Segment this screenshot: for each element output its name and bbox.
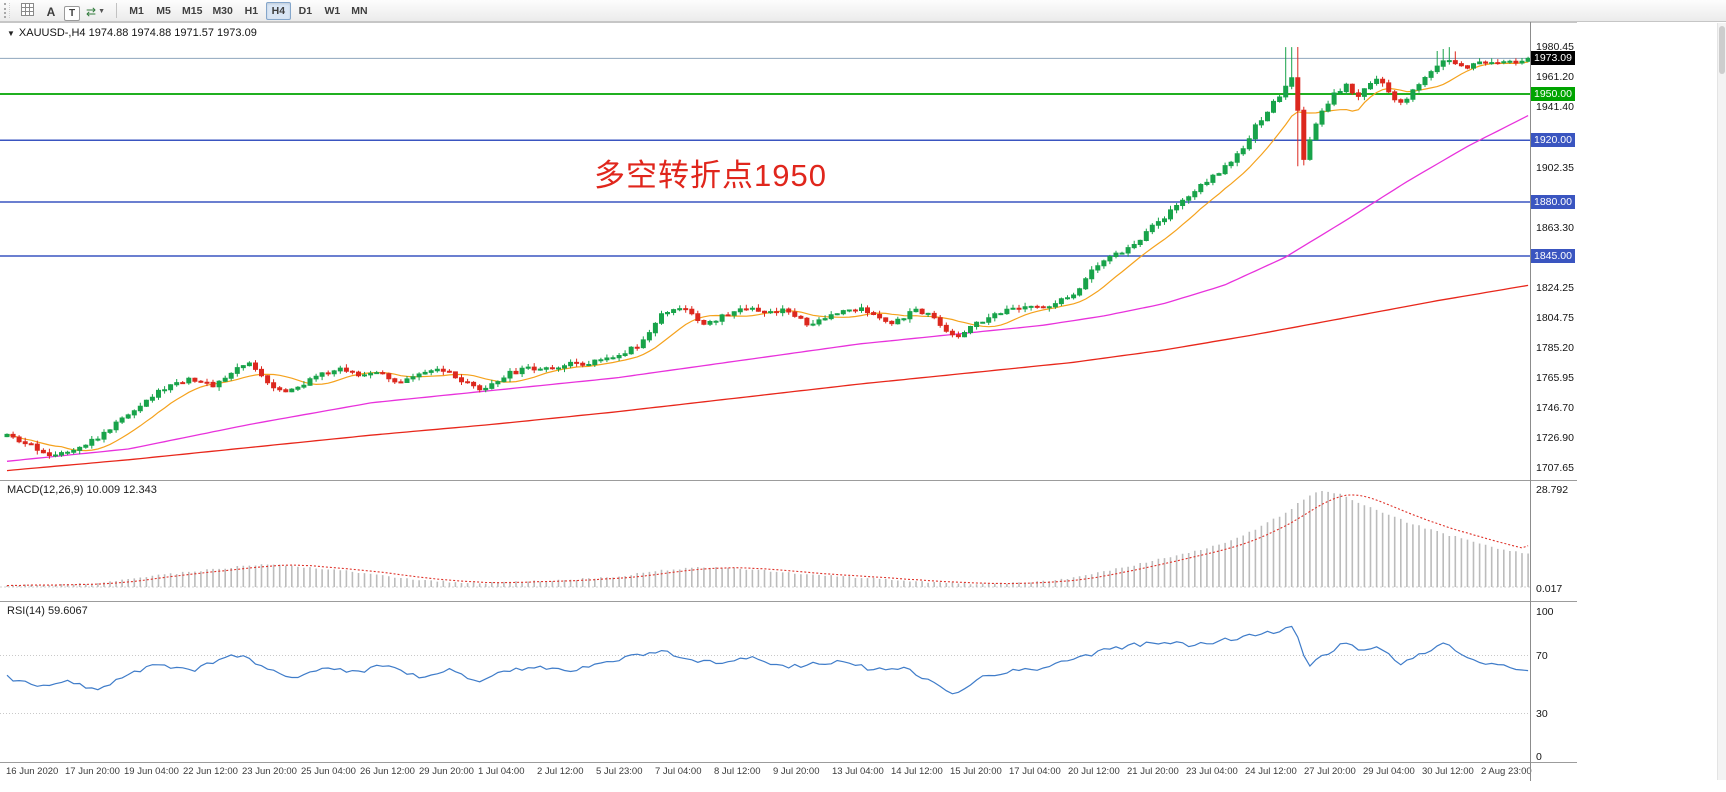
time-axis-label: 7 Jul 04:00 bbox=[655, 766, 702, 777]
timeframe-mn-button[interactable]: MN bbox=[351, 5, 368, 17]
hline-price-badge: 1950.00 bbox=[1531, 87, 1575, 101]
chart-title: ▼ XAUUSD-,H4 1974.88 1974.88 1971.57 1973… bbox=[7, 27, 257, 39]
time-axis-label: 8 Jul 12:00 bbox=[714, 766, 761, 777]
price-axis-label: 1902.35 bbox=[1536, 162, 1574, 174]
toolbar: A T ⇄ ▼ M1 M5 M15 M30 H1 H4 D1 W1 MN bbox=[0, 0, 1726, 22]
time-axis-label: 22 Jun 12:00 bbox=[183, 766, 238, 777]
timeframe-m30-button[interactable]: M30 bbox=[212, 5, 233, 17]
time-axis-label: 9 Jul 20:00 bbox=[773, 766, 820, 777]
rsi-axis-label: 0 bbox=[1536, 751, 1542, 763]
timeframe-m1-button[interactable]: M1 bbox=[129, 5, 144, 17]
time-axis-label: 25 Jun 04:00 bbox=[301, 766, 356, 777]
text-box-button[interactable]: T bbox=[64, 5, 80, 21]
chart-top-border bbox=[0, 22, 1577, 23]
pane-divider-main-macd[interactable] bbox=[0, 480, 1577, 481]
price-axis-label: 1765.95 bbox=[1536, 372, 1574, 384]
cycle-tool-icon[interactable]: ⇄ ▼ bbox=[82, 3, 109, 21]
candle-bodies-up bbox=[4, 57, 1530, 457]
time-axis-label: 23 Jul 04:00 bbox=[1186, 766, 1238, 777]
chart-title-text: XAUUSD-,H4 1974.88 1974.88 1971.57 1973.… bbox=[18, 27, 257, 39]
rsi-axis-label: 70 bbox=[1536, 650, 1548, 662]
time-axis-label: 15 Jul 20:00 bbox=[950, 766, 1002, 777]
dropdown-caret-icon: ▼ bbox=[98, 8, 105, 16]
rsi-axis-label: 100 bbox=[1536, 606, 1554, 618]
time-axis-label: 26 Jun 12:00 bbox=[360, 766, 415, 777]
time-axis-label: 23 Jun 20:00 bbox=[242, 766, 297, 777]
timeframe-m5-button[interactable]: M5 bbox=[156, 5, 171, 17]
time-axis-label: 27 Jul 20:00 bbox=[1304, 766, 1356, 777]
current-price-badge: 1973.09 bbox=[1531, 51, 1575, 65]
hline-price-badge: 1880.00 bbox=[1531, 195, 1575, 209]
price-axis-label: 1785.20 bbox=[1536, 342, 1574, 354]
scrollbar-thumb[interactable] bbox=[1719, 26, 1725, 74]
timeframe-button-group: M1 M5 M15 M30 H1 H4 D1 W1 MN bbox=[123, 1, 373, 20]
chart-canvas[interactable] bbox=[0, 0, 1530, 792]
ma-mid-line bbox=[6, 115, 1529, 462]
hline-price-badge: 1845.00 bbox=[1531, 249, 1575, 263]
time-axis-label: 21 Jul 20:00 bbox=[1127, 766, 1179, 777]
chart-annotation-text[interactable]: 多空转折点1950 bbox=[594, 158, 827, 193]
time-axis-label: 14 Jul 12:00 bbox=[891, 766, 943, 777]
cycle-arrows-icon: ⇄ bbox=[86, 4, 97, 19]
ma-slow-line bbox=[6, 284, 1529, 472]
price-axis-label: 1980.45 bbox=[1536, 41, 1574, 53]
price-axis-border bbox=[1530, 22, 1531, 781]
time-axis-label: 29 Jun 20:00 bbox=[419, 766, 474, 777]
timeframe-h1-button[interactable]: H1 bbox=[244, 5, 259, 17]
toolbar-separator bbox=[116, 3, 117, 18]
chart-grid-icon[interactable] bbox=[16, 0, 38, 18]
time-axis-label: 2 Aug 23:00 bbox=[1481, 766, 1532, 777]
macd-indicator-label: MACD(12,26,9) 10.009 12.343 bbox=[7, 484, 157, 496]
collapse-caret-icon[interactable]: ▼ bbox=[7, 29, 15, 38]
time-axis-label: 24 Jul 12:00 bbox=[1245, 766, 1297, 777]
rsi-line bbox=[6, 625, 1529, 695]
time-axis-label: 13 Jul 04:00 bbox=[832, 766, 884, 777]
pane-divider-macd-rsi[interactable] bbox=[0, 601, 1577, 602]
rsi-indicator-label: RSI(14) 59.6067 bbox=[7, 605, 88, 617]
timeframe-w1-button[interactable]: W1 bbox=[324, 5, 341, 17]
price-axis-label: 1746.70 bbox=[1536, 402, 1574, 414]
time-axis-label: 5 Jul 23:00 bbox=[596, 766, 643, 777]
time-axis-label: 29 Jul 04:00 bbox=[1363, 766, 1415, 777]
time-axis-label: 17 Jun 20:00 bbox=[65, 766, 120, 777]
macd-axis-label: 0.017 bbox=[1536, 583, 1563, 595]
rsi-axis-label: 30 bbox=[1536, 708, 1548, 720]
price-axis-label: 1863.30 bbox=[1536, 222, 1574, 234]
price-axis-label: 1941.40 bbox=[1536, 101, 1574, 113]
macd-histogram bbox=[6, 491, 1529, 587]
time-axis-label: 17 Jul 04:00 bbox=[1009, 766, 1061, 777]
timeframe-d1-button[interactable]: D1 bbox=[298, 5, 313, 17]
toolbar-left-group: A T ⇄ ▼ bbox=[15, 0, 110, 21]
price-axis-label: 1726.90 bbox=[1536, 432, 1574, 444]
time-axis-label: 1 Jul 04:00 bbox=[478, 766, 525, 777]
candle-bodies-down bbox=[10, 60, 1519, 456]
macd-axis-label: 28.792 bbox=[1536, 484, 1569, 496]
price-axis-label: 1804.75 bbox=[1536, 312, 1574, 324]
candle-wicks-down bbox=[12, 47, 1517, 459]
time-axis-label: 16 Jun 2020 bbox=[6, 766, 59, 777]
time-axis-label: 20 Jul 12:00 bbox=[1068, 766, 1120, 777]
timeframe-m15-button[interactable]: M15 bbox=[182, 5, 203, 17]
time-axis-label: 19 Jun 04:00 bbox=[124, 766, 179, 777]
price-axis-label: 1707.65 bbox=[1536, 462, 1574, 474]
toolbar-grip[interactable] bbox=[4, 3, 10, 18]
pane-divider-time-axis[interactable] bbox=[0, 762, 1577, 763]
time-axis-label: 2 Jul 12:00 bbox=[537, 766, 584, 777]
vertical-scrollbar[interactable] bbox=[1717, 23, 1726, 780]
time-axis-label: 30 Jul 12:00 bbox=[1422, 766, 1474, 777]
price-axis-label: 1824.25 bbox=[1536, 282, 1574, 294]
macd-signal-line bbox=[6, 494, 1529, 587]
annotate-text-button[interactable]: A bbox=[46, 4, 56, 19]
hline-price-badge: 1920.00 bbox=[1531, 133, 1575, 147]
price-axis-label: 1961.20 bbox=[1536, 71, 1574, 83]
timeframe-h4-button[interactable]: H4 bbox=[265, 2, 291, 20]
